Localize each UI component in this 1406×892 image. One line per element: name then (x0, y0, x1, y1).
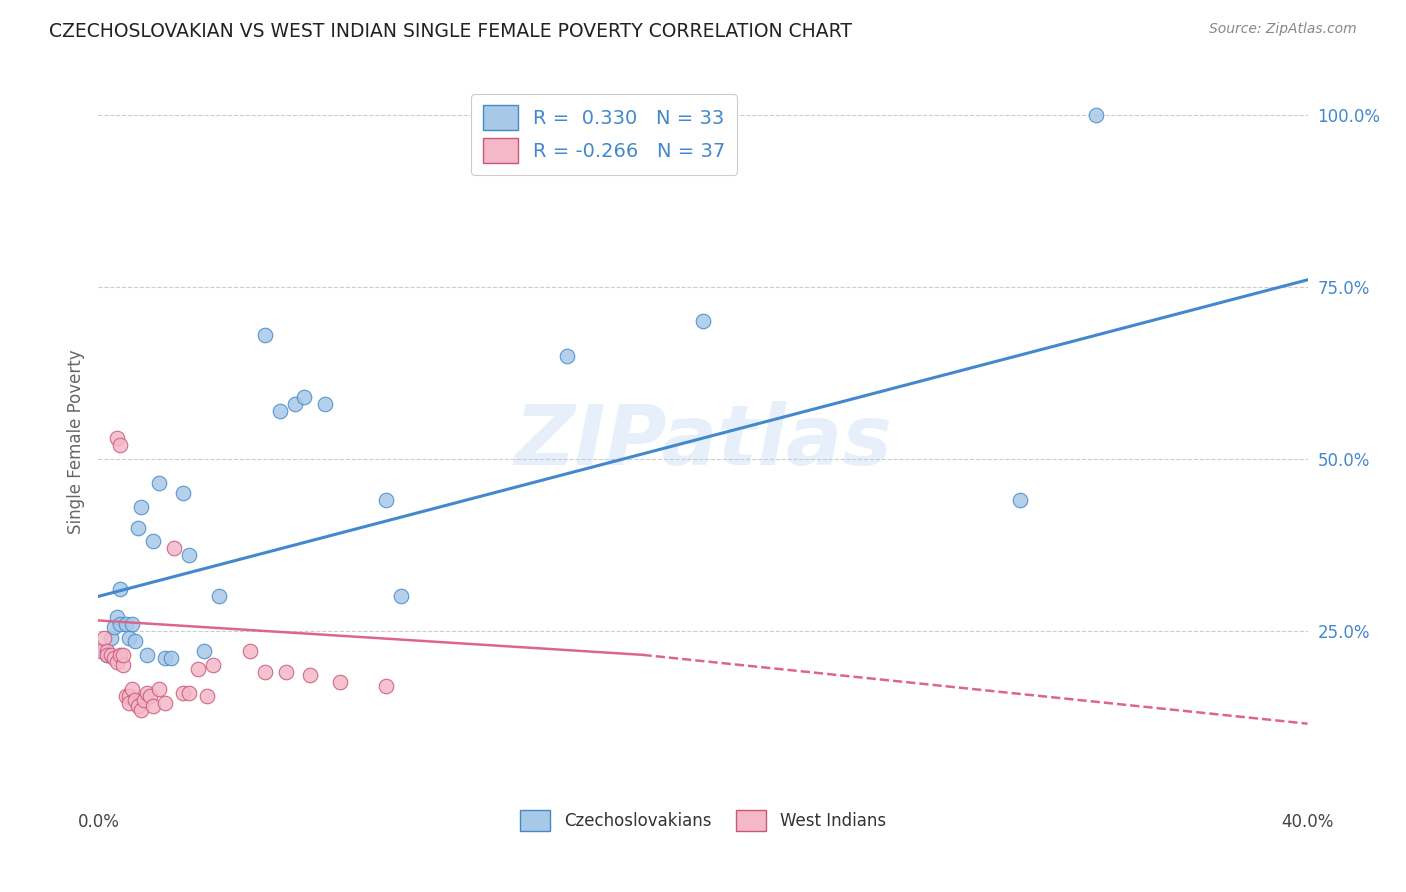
Point (284, 397, 307, 411)
Point (187, 662, 209, 676)
Point (127, 520, 149, 534)
Point (127, 699, 149, 714)
Point (124, 692, 146, 706)
Point (172, 686, 194, 700)
Point (172, 486, 194, 500)
Point (193, 644, 215, 658)
Point (100, 631, 122, 645)
Point (292, 390, 315, 404)
Point (114, 689, 136, 703)
Point (148, 475, 170, 490)
Point (118, 631, 141, 645)
Point (314, 397, 336, 411)
Point (269, 403, 291, 417)
Point (148, 682, 170, 697)
Point (153, 651, 176, 665)
Point (329, 675, 352, 690)
Point (202, 658, 225, 673)
Point (93, 631, 115, 645)
Point (100, 648, 122, 662)
Text: CZECHOSLOVAKIAN VS WEST INDIAN SINGLE FEMALE POVERTY CORRELATION CHART: CZECHOSLOVAKIAN VS WEST INDIAN SINGLE FE… (49, 22, 852, 41)
Point (142, 534, 165, 549)
Point (299, 668, 322, 682)
Point (124, 634, 146, 648)
Point (90, 644, 112, 658)
Point (96, 648, 118, 662)
Point (96, 648, 118, 662)
Point (163, 541, 186, 556)
Point (108, 616, 131, 631)
Point (274, 665, 297, 679)
Point (93, 644, 115, 658)
Point (114, 616, 136, 631)
Point (239, 644, 262, 658)
Point (121, 616, 143, 631)
Point (129, 500, 152, 514)
Text: ZIPatlas: ZIPatlas (515, 401, 891, 482)
Point (132, 692, 155, 706)
Point (105, 655, 128, 669)
Point (118, 689, 141, 703)
Point (160, 651, 183, 665)
Point (108, 582, 131, 597)
Point (108, 438, 131, 452)
Point (555, 349, 578, 363)
Point (111, 658, 134, 673)
Point (129, 703, 152, 717)
Point (135, 648, 157, 662)
Point (389, 590, 412, 604)
Point (1010, 493, 1032, 508)
Y-axis label: Single Female Poverty: Single Female Poverty (66, 350, 84, 533)
Point (153, 696, 176, 710)
Point (139, 689, 162, 703)
Text: Source: ZipAtlas.com: Source: ZipAtlas.com (1209, 22, 1357, 37)
Point (108, 648, 131, 662)
Point (374, 493, 396, 508)
Point (208, 590, 231, 604)
Point (179, 548, 201, 562)
Point (142, 699, 165, 714)
Point (253, 327, 276, 342)
Point (103, 620, 125, 634)
Point (253, 665, 276, 679)
Point (195, 689, 218, 703)
Point (692, 314, 714, 328)
Point (121, 682, 143, 697)
Point (111, 648, 134, 662)
Point (103, 651, 125, 665)
Point (1085, 108, 1108, 122)
Point (374, 679, 396, 693)
Point (135, 686, 157, 700)
Point (179, 686, 201, 700)
Point (105, 610, 128, 624)
Legend: Czechoslovakians, West Indians: Czechoslovakians, West Indians (513, 803, 893, 838)
Point (118, 696, 141, 710)
Point (96, 644, 118, 658)
Point (105, 431, 128, 445)
